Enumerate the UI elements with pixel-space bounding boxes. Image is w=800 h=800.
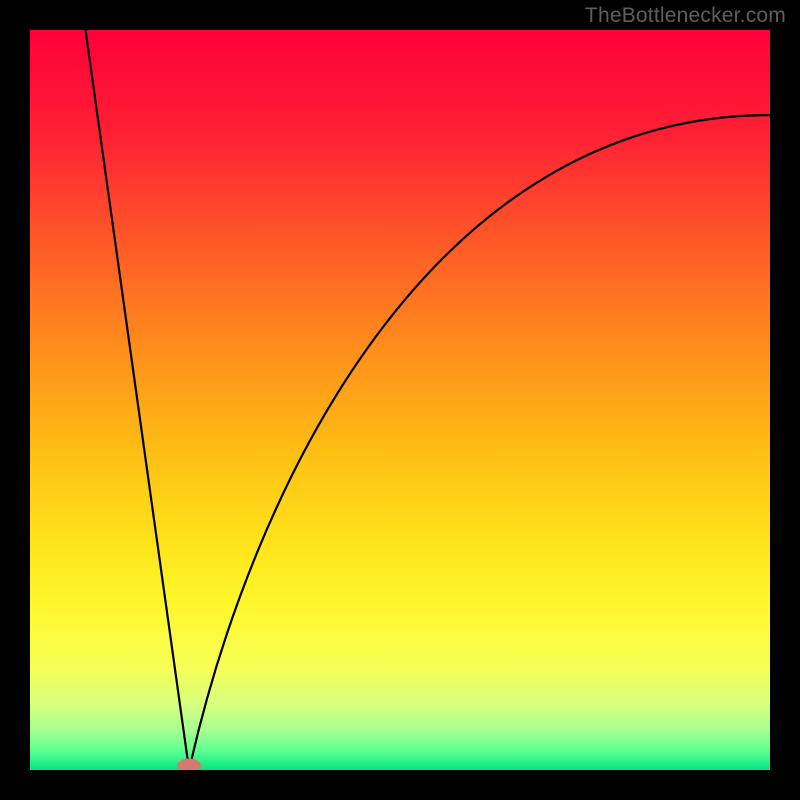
- plot-background: [30, 30, 770, 770]
- chart-container: { "watermark": { "text": "TheBottlenecke…: [0, 0, 800, 800]
- bottleneck-chart: [0, 0, 800, 800]
- watermark-text: TheBottlenecker.com: [585, 4, 786, 28]
